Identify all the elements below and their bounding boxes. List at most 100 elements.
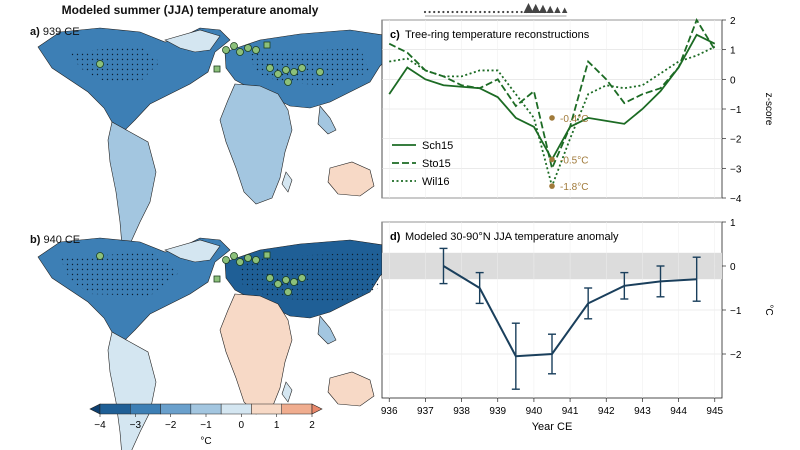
- panel-c-ytick-label: −4: [730, 194, 742, 205]
- panel-d-xtick-label: 939: [489, 406, 506, 417]
- panel-d-xtick-label: 944: [670, 406, 687, 417]
- colorbar-swatch: [160, 403, 192, 415]
- event-dot: [433, 10, 436, 14]
- panel-c-ytick-label: −1: [730, 105, 742, 116]
- panel-c-ytick-label: −3: [730, 164, 742, 175]
- event-dot: [497, 10, 500, 14]
- legend-label-wil16: Wil16: [422, 176, 450, 188]
- colorbar-tick-label: −2: [165, 420, 177, 431]
- figure-title: Modeled summer (JJA) temperature anomaly: [61, 3, 319, 17]
- event-dot: [456, 10, 459, 14]
- panel-c-reconstructions: −4 −3 −2 −1 0 1 2 z-score -0.4°C -0.5°C -1.8°C Sch1…: [381, 16, 774, 205]
- colorbar-swatch: [190, 403, 222, 415]
- panel-d-ytick-label: 0: [730, 262, 736, 273]
- event-dot: [446, 10, 450, 14]
- panel-c-title: Tree-ring temperature reconstructions: [405, 29, 590, 41]
- panel-d-xtick-label: 943: [634, 406, 651, 417]
- panel-a-letter: a): [30, 26, 40, 38]
- panel-d-xtick-label: 941: [562, 406, 579, 417]
- panel-d-ytick-label: −1: [730, 306, 742, 317]
- series-line-modeled: [442, 265, 697, 358]
- map-sites: [96, 251, 306, 296]
- event-triangle: [554, 6, 561, 13]
- panel-d-xtick-label: 942: [598, 406, 615, 417]
- event-dot: [511, 10, 514, 14]
- map-sites: [96, 41, 324, 86]
- colorbar-swatch: [281, 403, 313, 415]
- event-triangle: [546, 5, 554, 13]
- panel-c-ytick-label: 0: [730, 75, 736, 86]
- panel-b-letter: b): [30, 234, 41, 246]
- event-dot: [469, 10, 473, 14]
- event-dot: [515, 10, 519, 14]
- panel-d-ytick-label: 1: [730, 218, 736, 229]
- annotation-label: -1.8°C: [560, 182, 588, 193]
- annotation-point: [549, 183, 555, 189]
- event-dot: [428, 10, 431, 14]
- annotation-point: [549, 156, 555, 163]
- panel-d-ylabel: °C: [763, 304, 774, 315]
- colorbar-tick-label: −3: [130, 420, 142, 431]
- panel-b-label: b) 940 CE: [30, 234, 80, 246]
- panel-c-letter: c): [390, 29, 400, 41]
- panel-c-ytick-label: 1: [730, 46, 736, 57]
- colorbar-swatch: [220, 403, 252, 415]
- colorbar-min-arrow: [89, 403, 101, 415]
- event-dot: [502, 10, 505, 14]
- event-dot: [520, 10, 523, 14]
- map-stipple: [60, 252, 380, 302]
- panel-d-xtick-label: 945: [706, 406, 723, 417]
- event-dot: [460, 10, 463, 14]
- panel-d-xtick-label: 938: [453, 406, 470, 417]
- event-dot: [423, 10, 427, 14]
- colorbar-max-arrow: [311, 403, 323, 415]
- event-markers: [423, 3, 568, 17]
- colorbar: −4 −3 −2 −1 0 1 2 °C: [89, 403, 323, 447]
- colorbar-tick-label: 1: [274, 420, 280, 431]
- event-dot: [488, 10, 491, 14]
- colorbar-unit: °C: [200, 436, 211, 447]
- panel-a-label: a) 939 CE: [30, 26, 80, 38]
- event-dot: [483, 10, 486, 14]
- annotation-label: -0.4°C: [560, 114, 588, 125]
- panel-c-ylabel: z-score: [763, 93, 774, 126]
- event-dot: [506, 10, 509, 14]
- event-dot: [465, 10, 468, 14]
- map-940: [37, 237, 396, 450]
- event-dot: [442, 10, 445, 14]
- event-dot: [451, 10, 454, 14]
- panel-d-xtick-label: 940: [526, 406, 543, 417]
- panel-d-modeled-anomaly: −2 −1 0 1 936 937 938 939 940 941 942 943 944 945 Year…: [381, 218, 774, 433]
- panel-c-ytick-label: 2: [730, 16, 736, 27]
- colorbar-tick-label: 0: [239, 420, 245, 431]
- panel-d-ytick-label: −2: [730, 350, 742, 361]
- event-dot: [492, 10, 496, 14]
- colorbar-swatch: [130, 403, 161, 415]
- annotation-point: [549, 115, 555, 121]
- legend-label-sch15: Sch15: [422, 140, 453, 152]
- legend-label-sto15: Sto15: [422, 158, 451, 170]
- colorbar-tick-label: −1: [200, 420, 212, 431]
- event-dot: [437, 10, 440, 14]
- colorbar-tick-label: 2: [309, 420, 315, 431]
- annotation-label: -0.5°C: [560, 155, 588, 166]
- panel-d-title: Modeled 30-90°N JJA temperature anomaly: [405, 231, 619, 243]
- panel-d-xtick-label: 936: [381, 406, 398, 417]
- colorbar-tick-label: −4: [94, 420, 106, 431]
- panel-d-letter: d): [390, 231, 401, 243]
- panel-b-year: 940 CE: [43, 234, 81, 246]
- event-dot: [479, 10, 482, 14]
- panel-a-year: 939 CE: [42, 26, 80, 38]
- panel-d-xtick-label: 937: [417, 406, 434, 417]
- panel-d-xlabel: Year CE: [532, 421, 573, 433]
- colorbar-swatch: [251, 403, 282, 415]
- event-triangle: [531, 3, 541, 14]
- panel-c-ytick-label: −2: [730, 135, 742, 146]
- event-dot: [474, 10, 477, 14]
- event-triangle: [523, 3, 534, 13]
- colorbar-swatch: [99, 403, 131, 415]
- map-939: [37, 27, 396, 247]
- event-triangle: [561, 7, 568, 13]
- event-triangle: [538, 4, 548, 13]
